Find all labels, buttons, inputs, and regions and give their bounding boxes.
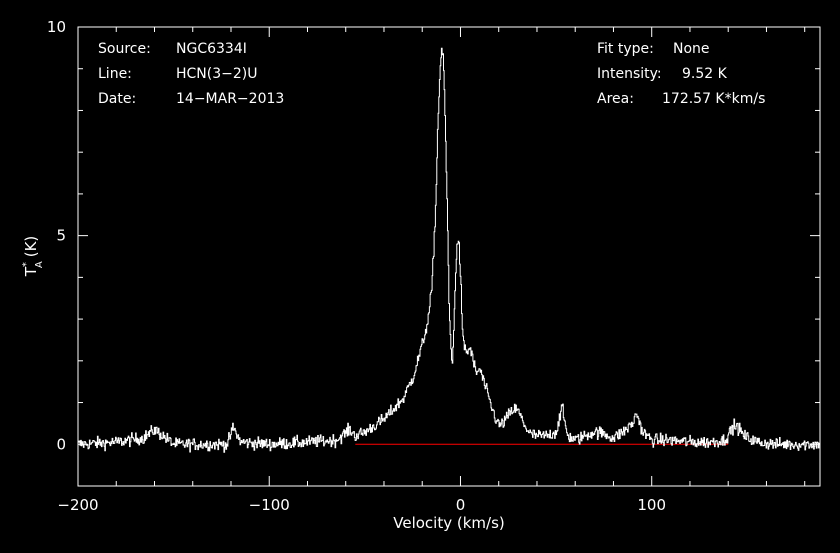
axis-tick-labels: −200 −100 0 100 0 5 10 [47,18,666,514]
info-source-key: Source: [98,41,151,57]
info-line-key: Line: [98,66,132,82]
info-date-key: Date: [98,91,137,107]
spectrum-trace [78,47,821,453]
info-fit-type-value: None [673,41,710,57]
x-tick-label: −100 [249,496,290,514]
info-date-value: 14−MAR−2013 [176,91,285,107]
x-tick-label: −200 [57,496,98,514]
info-fit-type-key: Fit type: [597,41,654,57]
y-tick-label: 0 [56,435,66,453]
y-axis-label: T* A(K) [21,236,45,278]
info-intensity-value: 9.52 K [682,66,727,82]
x-axis-label: Velocity (km/s) [393,514,504,532]
x-tick-label: 100 [637,496,666,514]
y-tick-label: 5 [56,227,66,245]
plot-frame [77,26,821,487]
info-intensity-key: Intensity: [597,66,662,82]
y-tick-label: 10 [47,18,66,36]
info-area-value: 172.57 K*km/s [662,91,766,107]
info-area-key: Area: [597,91,634,107]
info-line-value: HCN(3−2)U [176,66,258,82]
x-tick-label: 0 [456,496,466,514]
info-source-value: NGC6334I [176,41,247,57]
